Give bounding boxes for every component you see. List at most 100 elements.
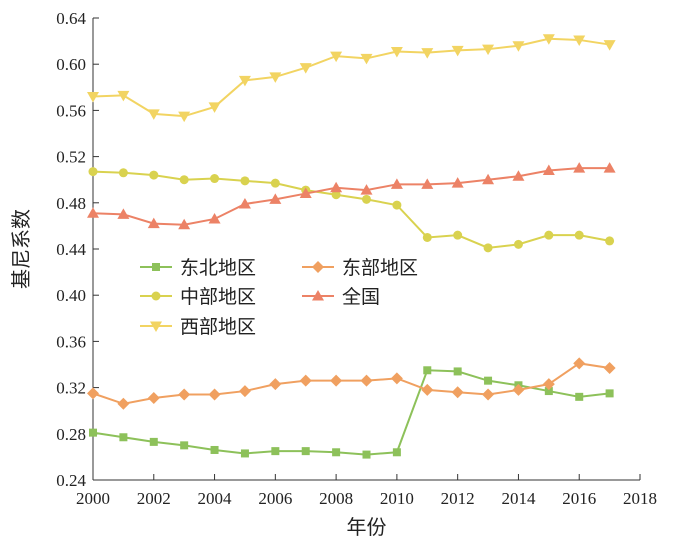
data-point: [117, 208, 130, 219]
data-point: [390, 372, 403, 385]
y-tick-label: 0.64: [56, 9, 86, 28]
legend-item: 西部地区: [140, 316, 256, 338]
y-tick-label: 0.28: [56, 425, 86, 444]
legend-item: 东北地区: [140, 257, 256, 279]
data-point: [392, 200, 402, 210]
data-point: [362, 450, 371, 459]
data-point: [575, 392, 584, 401]
data-point: [421, 48, 434, 59]
x-tick-label: 2018: [623, 489, 657, 508]
data-point: [208, 212, 221, 224]
data-point: [89, 428, 97, 437]
data-point: [482, 173, 495, 185]
data-point: [542, 34, 555, 45]
data-point: [87, 387, 99, 400]
data-point: [208, 102, 221, 113]
legend-item: 全国: [302, 286, 380, 308]
data-point: [605, 389, 614, 398]
data-point: [542, 164, 555, 175]
data-point: [118, 168, 128, 178]
x-ticks: 2000 2002 2004 2006 2008 2010 2012 2014 2016 2018: [76, 474, 657, 508]
data-point: [238, 385, 251, 398]
x-tick-label: 2004: [198, 489, 233, 508]
y-tick-label: 0.44: [56, 240, 86, 259]
x-tick-label: 2008: [319, 489, 353, 508]
y-tick-label: 0.40: [56, 286, 86, 305]
data-point: [210, 174, 220, 184]
data-point: [544, 387, 553, 396]
legend-item: 中部地区: [140, 286, 256, 308]
x-tick-label: 2010: [380, 489, 414, 508]
data-point: [573, 357, 586, 370]
data-point: [451, 45, 464, 57]
data-point: [299, 374, 312, 387]
y-tick-label: 0.56: [56, 101, 86, 120]
legend-label: 东北地区: [180, 257, 256, 279]
data-point: [453, 230, 463, 240]
data-point: [149, 170, 159, 180]
data-point: [179, 175, 189, 185]
series-1: [87, 357, 616, 410]
data-point: [240, 449, 249, 458]
data-point: [87, 92, 99, 103]
data-point: [331, 190, 341, 200]
series-layer: [87, 34, 616, 459]
data-point: [573, 162, 586, 173]
data-point: [451, 177, 464, 188]
data-point: [271, 447, 280, 456]
series-line: [92, 362, 610, 405]
data-point: [269, 193, 282, 204]
data-point: [603, 162, 616, 173]
data-point: [147, 109, 160, 120]
data-point: [573, 35, 586, 46]
data-point: [390, 178, 403, 189]
data-point: [238, 197, 251, 209]
series-line: [92, 167, 610, 226]
data-point: [482, 388, 495, 401]
y-tick-label: 0.60: [56, 55, 86, 74]
data-point: [512, 41, 525, 52]
data-point: [330, 374, 343, 387]
series-line: [92, 170, 610, 249]
series-3: [87, 162, 616, 230]
data-point: [484, 376, 493, 385]
legend-label: 全国: [342, 286, 380, 308]
series-line: [92, 369, 610, 456]
data-point: [180, 441, 189, 450]
legend-marker: [312, 290, 324, 301]
data-point: [574, 230, 584, 240]
x-axis-title: 年份: [347, 515, 387, 539]
series-2: [88, 167, 615, 253]
legend-marker: [152, 263, 160, 271]
x-tick-label: 2012: [441, 489, 475, 508]
y-tick-label: 0.32: [56, 379, 86, 398]
data-point: [178, 111, 191, 123]
data-point: [513, 239, 523, 249]
data-point: [240, 176, 250, 186]
data-point: [238, 75, 251, 87]
y-tick-label: 0.36: [56, 332, 86, 351]
data-point: [117, 90, 130, 102]
data-point: [332, 448, 341, 457]
data-point: [299, 63, 312, 74]
series-line: [92, 37, 610, 118]
legend-label: 东部地区: [342, 257, 418, 279]
data-point: [330, 181, 343, 193]
series-0: [89, 366, 614, 459]
legend-marker: [151, 291, 161, 301]
data-point: [270, 178, 280, 188]
data-point: [422, 232, 432, 242]
data-point: [544, 230, 554, 240]
data-point: [603, 40, 616, 51]
series-4: [87, 34, 616, 123]
data-point: [330, 51, 343, 63]
data-point: [362, 194, 371, 204]
y-axis-title: 基尼系数: [9, 209, 33, 289]
x-tick-label: 2002: [137, 489, 171, 508]
x-tick-label: 2014: [501, 489, 536, 508]
data-point: [119, 433, 128, 442]
data-point: [423, 366, 432, 375]
data-point: [360, 374, 373, 387]
data-point: [147, 391, 160, 404]
